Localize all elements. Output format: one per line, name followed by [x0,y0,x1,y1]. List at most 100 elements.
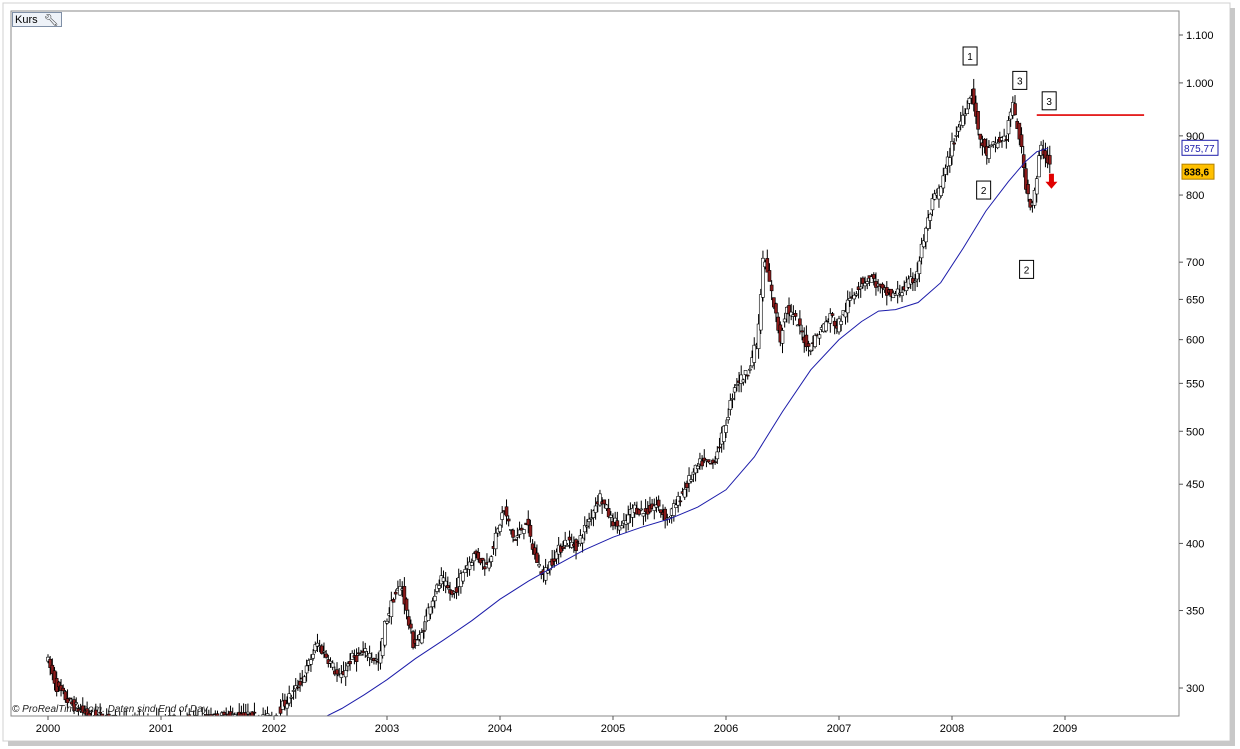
candle-up [782,318,787,323]
y-axis: 1.100 1.000 900 800 700 650 600 550 500 450 400 350… [1179,30,1214,695]
wrench-icon[interactable]: 🔧︎ [43,13,59,27]
candle-down [480,557,485,561]
candle-down [793,313,798,317]
candle-down [861,277,865,285]
candle-up [672,503,676,516]
candle-down [530,543,535,550]
candle-up [932,193,937,200]
candle-up [285,703,289,709]
x-tick-label: 2006 [714,723,738,735]
candle-down [532,547,537,555]
candle-up [730,398,735,400]
candle-up [246,711,250,715]
candle-up [715,451,720,460]
candle-up [926,217,930,229]
annotation-layer: 1 3 3 2 2 875,77 838,6 [962,46,1219,279]
candle-down [422,630,426,632]
candle-down [552,558,557,562]
candle-down [98,711,102,714]
candle-up [613,517,617,523]
candle-up [304,665,309,674]
candle-up [359,653,363,656]
candle-up [74,702,79,705]
candle-up [522,529,526,534]
candle-up [682,488,687,498]
candle-up [398,586,402,596]
x-tick-label: 2003 [375,723,399,735]
wave-label-box [1019,259,1035,279]
candle-up [328,660,333,664]
candle-up [865,281,870,284]
candle-down [348,661,352,665]
candle-down [476,552,481,560]
candle-up [752,344,757,363]
down-arrow-icon [1045,173,1058,189]
y-tick-label: 700 [1186,257,1204,269]
candle-up [378,650,383,664]
candle-down [702,457,707,462]
candle-down [283,699,287,707]
candle-up [311,653,315,659]
candle-down [971,88,976,105]
indicator-tab[interactable]: Kurs 🔧︎ [12,12,62,27]
candle-up [374,658,378,661]
candle-up [415,639,420,646]
candle-down [215,713,220,716]
candle-down [57,681,61,688]
candle-up [824,321,828,332]
candle-up [591,510,596,518]
candle-down [1004,139,1009,141]
wave-label-box [1012,70,1028,90]
indicator-tab-label: Kurs [15,14,38,26]
candle-down [298,680,302,686]
candle-down [574,539,578,551]
candle-up [443,580,448,587]
candle-up [322,650,326,653]
ma-value-text: 875,77 [1184,144,1215,155]
candle-up [554,551,559,560]
candle-up [309,659,313,665]
wave-label: 2 [976,180,992,200]
candle-up [939,186,943,196]
candle-up [515,535,520,538]
candle-down [72,699,76,711]
candle-down [356,652,361,655]
last-price-badge [1181,163,1215,180]
candle-down [700,460,704,467]
wave-label-box [1041,91,1057,111]
candle-up [741,379,746,383]
wave-label-text: 1 [967,52,973,63]
wave-label-box [976,180,992,200]
candle-down [745,374,750,377]
candle-down [880,283,885,289]
candle-up [604,504,609,509]
candle-down [871,274,876,279]
candle-down [787,305,791,315]
wave-label-text: 2 [981,186,987,197]
candle-down [567,536,572,541]
candle-up [383,621,387,646]
candle-up [315,642,320,647]
x-tick-label: 2002 [262,723,286,735]
candle-up [965,108,970,115]
candle-down [209,714,213,716]
candle-down [80,705,85,713]
candle-down [248,713,252,716]
candle-up [291,690,296,692]
candle-up [265,713,270,716]
candle-down [830,313,835,316]
candle-up [839,320,843,325]
y-tick-label: 450 [1186,479,1204,491]
candle-up [641,513,646,517]
y-tick-label: 350 [1186,606,1204,618]
candle-up [367,653,372,658]
candle-down [685,482,689,489]
candle-down [393,591,398,595]
candle-down [511,529,515,538]
candle-down [974,102,978,117]
data-source-note: © ProRealTime.com. Daten sind End of Day [12,704,208,715]
candle-up [441,577,446,582]
candle-down [324,653,328,658]
candle-down [296,686,300,689]
candle-up [1037,155,1041,178]
